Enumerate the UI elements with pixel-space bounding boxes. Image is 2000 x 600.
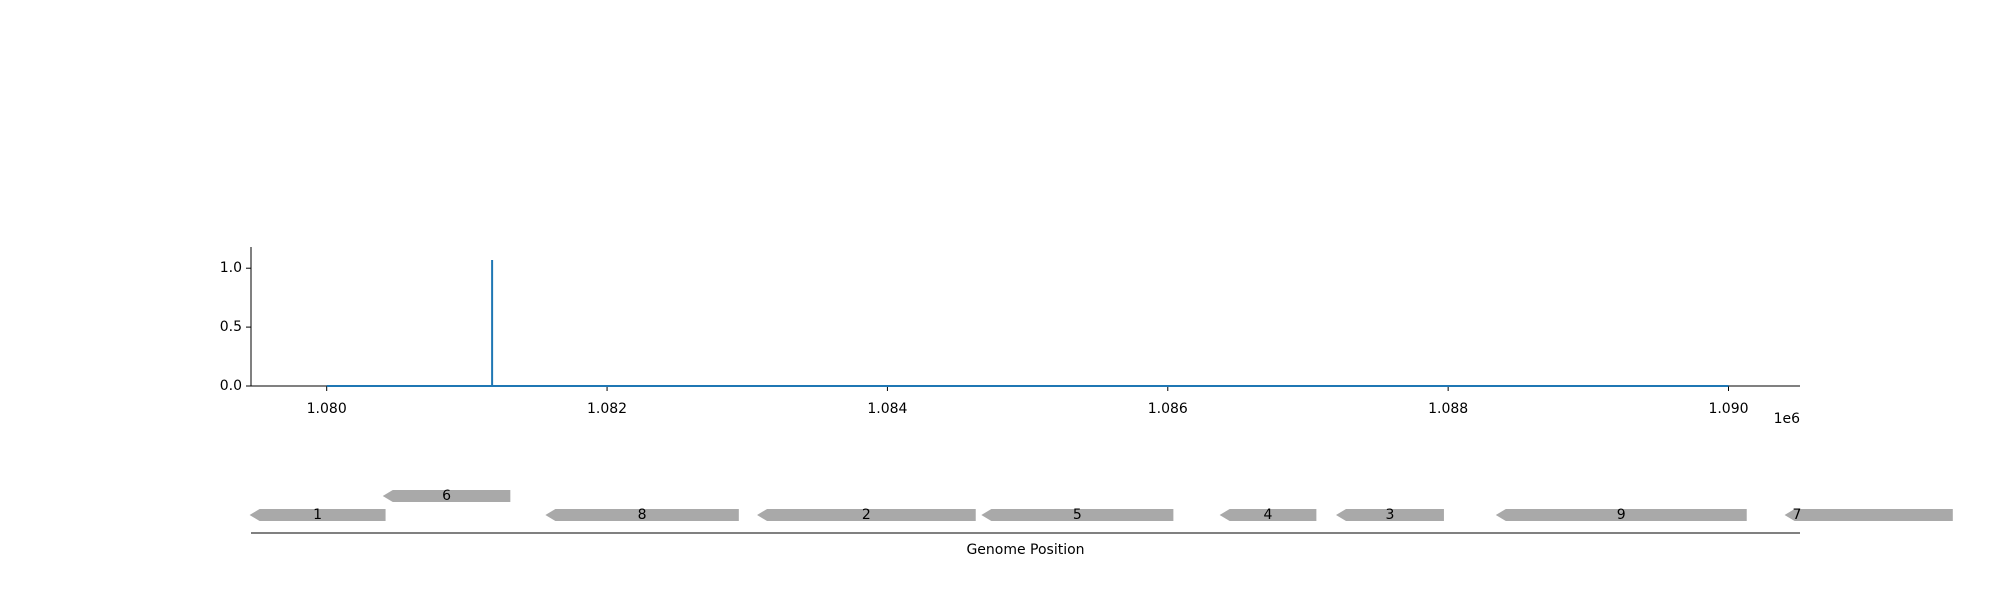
gene-arrow [249,509,386,521]
y-tick-label: 1.0 [220,260,242,276]
y-tick-label: 0.5 [220,319,242,335]
gene-label: 3 [1386,507,1395,523]
gene-label: 9 [1617,507,1626,523]
gene-label: 4 [1264,507,1273,523]
coverage-series [326,259,1729,387]
x-tick-label: 1.088 [1428,401,1468,417]
x-tick-label: 1.080 [307,401,347,417]
x-tick-label: 1.084 [867,401,907,417]
x-tick-label: 1.090 [1708,401,1748,417]
gene-track-x-label: Genome Position [966,542,1084,558]
coverage-plot: 0.0 0.5 1.0 1.080 1.082 1.084 1.086 1.088 1.090… [220,247,1800,427]
gene-label: 2 [862,507,871,523]
x-tick-label: 1.082 [587,401,627,417]
gene-arrow [1219,509,1317,521]
y-tick-label: 0.0 [220,378,242,394]
x-axis-ticks: 1.080 1.082 1.084 1.086 1.088 1.090 [307,386,1749,417]
y-axis-ticks: 0.0 0.5 1.0 [220,260,251,394]
gene-arrow [1784,509,1953,521]
gene-arrow [382,490,511,502]
x-axis-offset-label: 1e6 [1774,411,1801,427]
gene-label: 5 [1073,507,1082,523]
gene-track: 1 6 8 2 5 4 3 9 7 Genome Position [249,488,1953,558]
gene-label: 6 [442,488,451,504]
gene-label: 7 [1793,507,1802,523]
gene-arrow [1336,509,1444,521]
gene-arrows: 1 6 8 2 5 4 3 9 7 [249,488,1953,523]
gene-arrow [1495,509,1747,521]
coverage-line [326,259,1729,387]
gene-arrow [545,509,739,521]
x-tick-label: 1.086 [1148,401,1188,417]
gene-arrow [981,509,1174,521]
gene-label: 1 [313,507,322,523]
gene-label: 8 [638,507,647,523]
gene-arrow [757,509,976,521]
